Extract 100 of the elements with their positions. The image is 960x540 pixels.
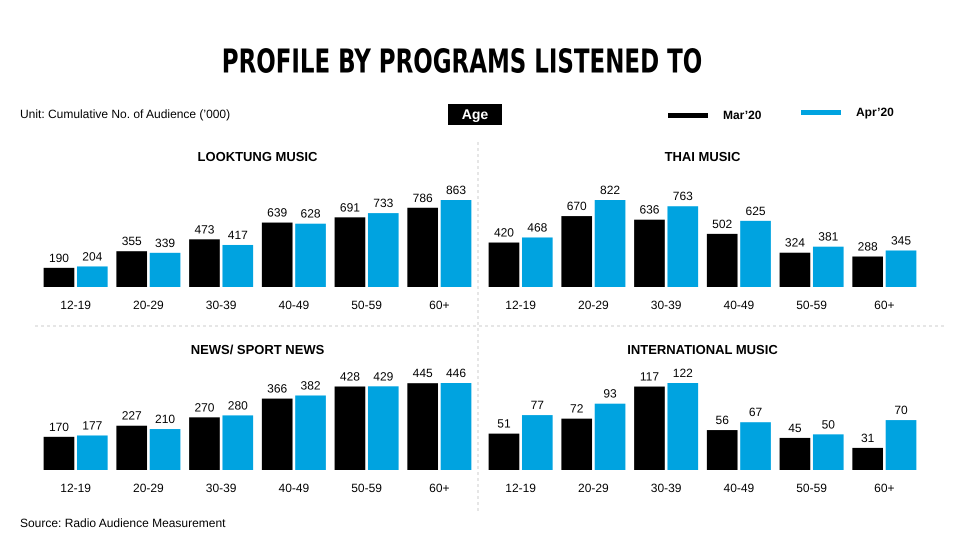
data-label: 324 xyxy=(784,236,806,250)
x-tick-label: 30-39 xyxy=(650,481,682,495)
data-label: 417 xyxy=(228,228,248,242)
bar xyxy=(189,239,220,287)
data-label: 502 xyxy=(712,216,733,231)
bar xyxy=(561,216,592,287)
data-label: 270 xyxy=(194,400,215,414)
bar xyxy=(706,234,738,287)
bar xyxy=(76,266,108,287)
data-label: 122 xyxy=(672,366,694,380)
bar xyxy=(150,252,180,287)
x-tick-label: 60+ xyxy=(874,481,895,495)
bar xyxy=(886,420,916,470)
data-label: 56 xyxy=(716,413,730,428)
data-label: 473 xyxy=(194,222,215,236)
bar xyxy=(488,242,520,287)
bar xyxy=(44,436,74,470)
bar xyxy=(561,418,592,470)
bar xyxy=(76,435,108,470)
x-tick-label: 12-19 xyxy=(505,298,536,312)
data-label: 355 xyxy=(122,234,142,248)
data-label: 670 xyxy=(566,199,588,214)
bar xyxy=(407,208,438,287)
data-label: 51 xyxy=(497,416,511,431)
data-label: 628 xyxy=(300,206,321,221)
data-label: 72 xyxy=(570,402,584,416)
x-tick-label: 20-29 xyxy=(578,298,610,312)
x-tick-label: 12-19 xyxy=(60,298,92,312)
x-tick-label: 50-59 xyxy=(351,481,382,495)
bar xyxy=(886,250,916,287)
bar xyxy=(634,386,665,470)
bar xyxy=(740,220,771,287)
x-tick-label: 12-19 xyxy=(60,481,92,495)
bar xyxy=(488,434,520,470)
chart-title: INTERNATIONAL MUSIC xyxy=(627,342,778,357)
bar xyxy=(780,252,810,287)
data-label: 381 xyxy=(818,230,839,244)
bar xyxy=(116,251,148,287)
bar xyxy=(44,268,74,287)
x-tick-label: 50-59 xyxy=(351,298,382,312)
chart-title: LOOKTUNG MUSIC xyxy=(198,149,318,164)
bar xyxy=(295,395,326,470)
bar xyxy=(634,220,665,287)
text: Unit: Cumulative No. of Audience (’000) xyxy=(20,107,230,121)
data-label: 429 xyxy=(373,369,394,384)
bar xyxy=(440,383,472,470)
bar xyxy=(852,448,884,470)
bar xyxy=(295,224,326,287)
chart-title: THAI MUSIC xyxy=(664,149,742,164)
bar xyxy=(334,386,366,470)
data-label: 468 xyxy=(527,220,548,234)
bar xyxy=(222,244,254,287)
bar xyxy=(706,430,738,470)
bar xyxy=(812,434,844,470)
data-label: 691 xyxy=(340,200,360,214)
data-label: 45 xyxy=(788,420,802,435)
data-label: 639 xyxy=(267,206,288,220)
x-tick-label: 30-39 xyxy=(650,298,682,312)
data-label: 339 xyxy=(155,236,176,250)
x-tick-label: 60+ xyxy=(429,481,450,495)
data-label: 70 xyxy=(894,403,908,418)
data-label: 345 xyxy=(891,233,912,248)
x-tick-label: 20-29 xyxy=(578,481,610,495)
data-label: 382 xyxy=(300,378,321,392)
legend-label: Apr’20 xyxy=(856,105,894,119)
data-label: 445 xyxy=(412,366,434,380)
x-tick-label: 30-39 xyxy=(206,298,237,312)
data-label: 77 xyxy=(530,398,544,412)
bar xyxy=(594,404,626,470)
data-label: 636 xyxy=(639,202,660,217)
x-tick-label: 30-39 xyxy=(206,481,237,495)
x-tick-label: 40-49 xyxy=(724,298,755,312)
bar xyxy=(407,383,438,470)
bar xyxy=(262,398,293,470)
data-label: 210 xyxy=(155,412,176,426)
bar xyxy=(852,256,884,287)
bar xyxy=(222,415,254,470)
bar xyxy=(522,415,553,470)
bar xyxy=(522,237,553,287)
bar xyxy=(740,422,771,470)
text: PROFILE BY PROGRAMS LISTENED TO xyxy=(222,42,702,80)
bar xyxy=(440,200,472,287)
data-label: 428 xyxy=(340,370,360,384)
x-tick-label: 20-29 xyxy=(133,298,164,312)
x-tick-label: 40-49 xyxy=(278,481,310,495)
data-label: 170 xyxy=(48,420,70,434)
legend-label: Mar’20 xyxy=(723,108,762,122)
data-label: 446 xyxy=(446,366,466,380)
x-tick-label: 50-59 xyxy=(796,298,828,312)
bar xyxy=(667,383,698,470)
data-label: 786 xyxy=(412,190,434,205)
x-tick-label: 12-19 xyxy=(505,481,536,495)
bar xyxy=(116,426,148,470)
data-label: 733 xyxy=(373,196,394,210)
chart-title: NEWS/ SPORT NEWS xyxy=(190,342,325,357)
x-tick-label: 50-59 xyxy=(796,481,828,495)
bar xyxy=(334,217,366,287)
data-label: 280 xyxy=(228,398,248,412)
data-label: 204 xyxy=(82,249,103,264)
source-note: Source: Radio Audience Measurement xyxy=(20,516,226,530)
